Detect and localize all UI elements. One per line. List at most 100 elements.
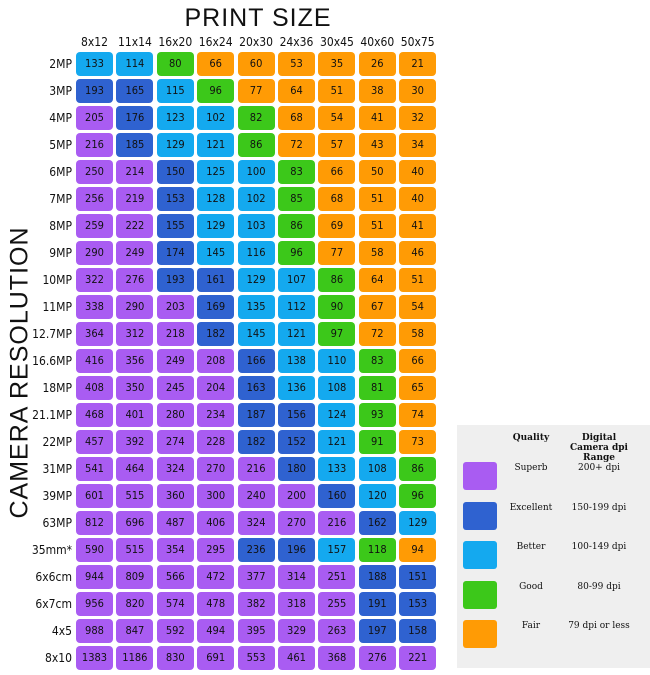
row-label: 11MP — [42, 300, 72, 314]
legend-swatch — [463, 501, 497, 530]
cell: 145 — [237, 322, 275, 346]
cell: 249 — [156, 349, 194, 373]
cell: 129 — [237, 268, 275, 292]
cell: 228 — [197, 430, 235, 454]
cell: 50 — [358, 160, 396, 184]
cell: 66 — [197, 52, 235, 76]
cell: 108 — [358, 457, 396, 481]
cell: 356 — [116, 349, 154, 373]
cell: 180 — [278, 457, 315, 481]
cell: 270 — [278, 511, 315, 535]
cell: 200 — [278, 484, 315, 508]
row-label: 12.7MP — [32, 327, 72, 341]
legend-range: 100-149 dpi — [571, 542, 627, 552]
cell: 91 — [358, 430, 396, 454]
cell: 32 — [399, 106, 437, 130]
cell: 234 — [197, 403, 235, 427]
cell: 121 — [318, 430, 356, 454]
cell: 222 — [116, 214, 154, 238]
cell: 461 — [278, 646, 315, 670]
row-label: 35mm* — [31, 543, 72, 557]
legend-label: Fair — [521, 621, 541, 631]
cell: 515 — [116, 538, 154, 562]
cell: 255 — [318, 592, 356, 616]
row-label: 2MP — [49, 57, 72, 71]
cell: 290 — [76, 241, 113, 265]
cell: 129 — [399, 511, 437, 535]
cell: 66 — [318, 160, 356, 184]
cell: 68 — [318, 187, 356, 211]
cell: 203 — [156, 295, 194, 319]
cell: 65 — [399, 376, 437, 400]
row-label: 3MP — [49, 84, 72, 98]
cell: 240 — [237, 484, 275, 508]
cell: 83 — [358, 349, 396, 373]
cell: 256 — [76, 187, 113, 211]
cell: 57 — [318, 133, 356, 157]
cell: 338 — [76, 295, 113, 319]
cell: 163 — [237, 376, 275, 400]
cell: 118 — [358, 538, 396, 562]
cell: 290 — [116, 295, 154, 319]
cell: 40 — [399, 160, 437, 184]
column-header: 20x30 — [239, 35, 274, 49]
cell: 263 — [318, 619, 356, 643]
cell: 169 — [197, 295, 235, 319]
cell: 270 — [197, 457, 235, 481]
cell: 191 — [358, 592, 396, 616]
cell: 494 — [197, 619, 235, 643]
cell: 69 — [318, 214, 356, 238]
cell: 250 — [76, 160, 113, 184]
cell: 86 — [318, 268, 356, 292]
cell: 185 — [116, 133, 154, 157]
column-header: 8x12 — [81, 35, 108, 49]
cell: 54 — [318, 106, 356, 130]
cell: 830 — [156, 646, 194, 670]
row-label: 31MP — [42, 462, 72, 476]
cell: 809 — [116, 565, 154, 589]
column-header: 16x24 — [198, 35, 233, 49]
column-header: 30x45 — [319, 35, 354, 49]
cell: 208 — [197, 349, 235, 373]
cell: 129 — [197, 214, 235, 238]
cell: 182 — [237, 430, 275, 454]
legend-label: Superb — [514, 463, 548, 473]
cell: 204 — [197, 376, 235, 400]
cell: 129 — [156, 133, 194, 157]
legend-swatch — [463, 462, 497, 490]
cell: 988 — [76, 619, 113, 643]
cell: 41 — [399, 214, 437, 238]
row-label: 21.1MP — [32, 408, 72, 422]
cell: 121 — [278, 322, 315, 346]
cell: 64 — [278, 79, 315, 103]
cell: 96 — [399, 484, 437, 508]
cell: 153 — [156, 187, 194, 211]
cell: 176 — [116, 106, 154, 130]
cell: 188 — [358, 565, 396, 589]
cell: 401 — [116, 403, 154, 427]
cell: 51 — [358, 214, 396, 238]
cell: 152 — [278, 430, 315, 454]
cell: 274 — [156, 430, 194, 454]
cell: 205 — [76, 106, 113, 130]
legend-range: 80-99 dpi — [577, 581, 621, 592]
cell: 133 — [318, 457, 356, 481]
cell: 157 — [318, 538, 356, 562]
cell: 58 — [399, 322, 437, 346]
cell: 58 — [358, 241, 396, 265]
cell: 102 — [237, 187, 275, 211]
cell: 158 — [399, 619, 437, 643]
cell: 133 — [76, 52, 113, 76]
cell: 54 — [399, 295, 437, 319]
cell: 1186 — [116, 646, 154, 670]
cell: 110 — [318, 349, 356, 373]
cell: 382 — [237, 592, 275, 616]
cell: 251 — [318, 565, 356, 589]
cell: 956 — [76, 592, 113, 616]
cell: 82 — [237, 106, 275, 130]
cell: 151 — [399, 565, 437, 589]
cell: 93 — [358, 403, 396, 427]
legend-header: Quality — [512, 433, 550, 443]
row-label: 6x6cm — [35, 570, 72, 584]
